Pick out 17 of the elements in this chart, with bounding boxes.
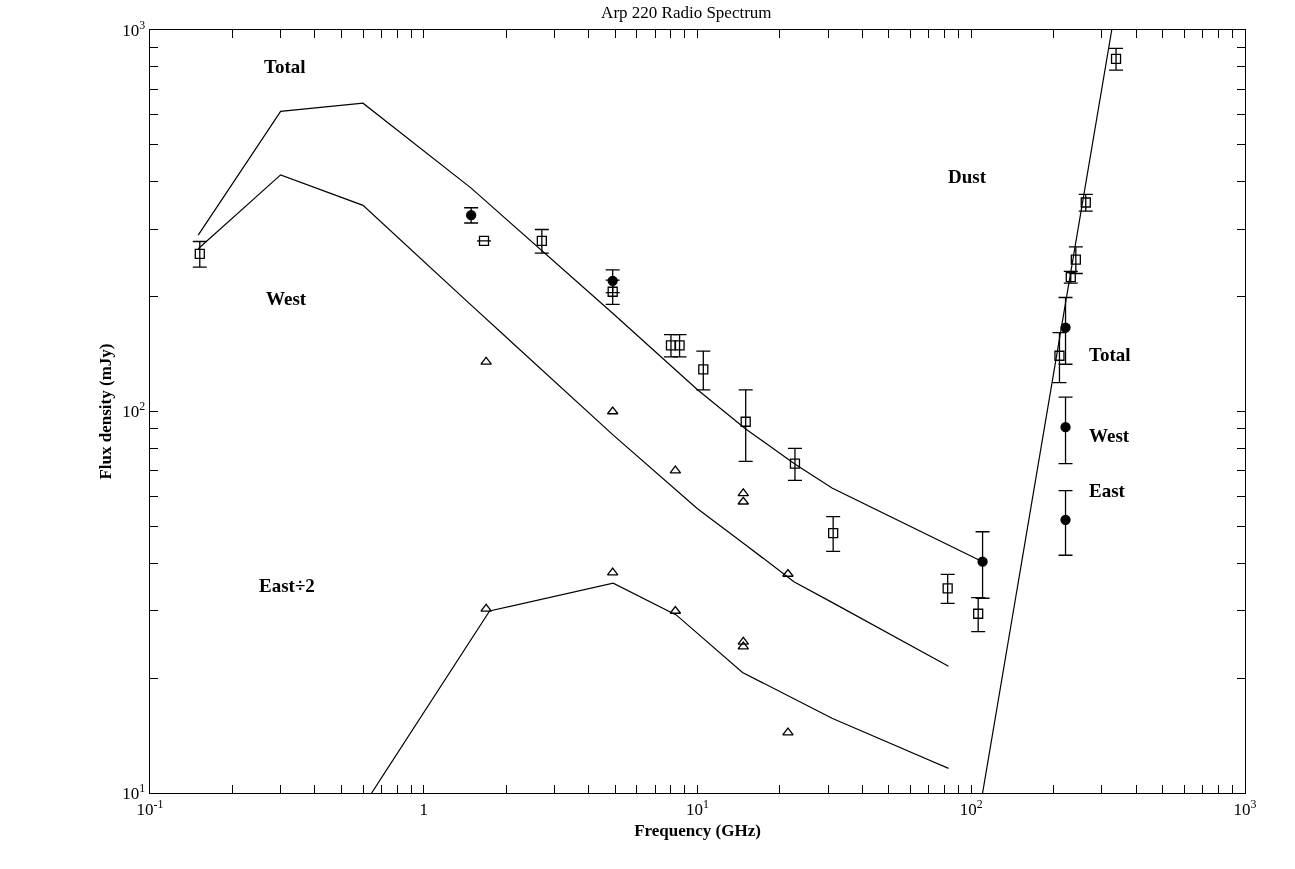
y-axis-title: Flux density (mJy) [96, 343, 116, 480]
annotation: Dust [948, 166, 987, 187]
x-axis-title: Frequency (GHz) [634, 820, 761, 840]
chart-title: Arp 220 Radio Spectrum [601, 2, 772, 22]
x-tick-label: 1 [419, 799, 428, 819]
annotation: Total [1089, 344, 1131, 365]
annotation: East [1089, 480, 1126, 501]
annotation: West [1089, 425, 1130, 446]
annotation: East÷2 [259, 575, 315, 596]
annotation: Total [264, 56, 306, 77]
y-tick-label: 10$^{3}$ [122, 17, 146, 40]
x-tick-label: 10$^{3}$ [1233, 796, 1257, 819]
annotation: West [266, 288, 307, 309]
y-tick-label: 10$^{2}$ [122, 399, 146, 422]
x-tick-label: 10$^{2}$ [959, 796, 983, 819]
y-tick-label: 10$^{1}$ [122, 780, 146, 803]
x-tick-label: 10$^{1}$ [686, 796, 710, 819]
